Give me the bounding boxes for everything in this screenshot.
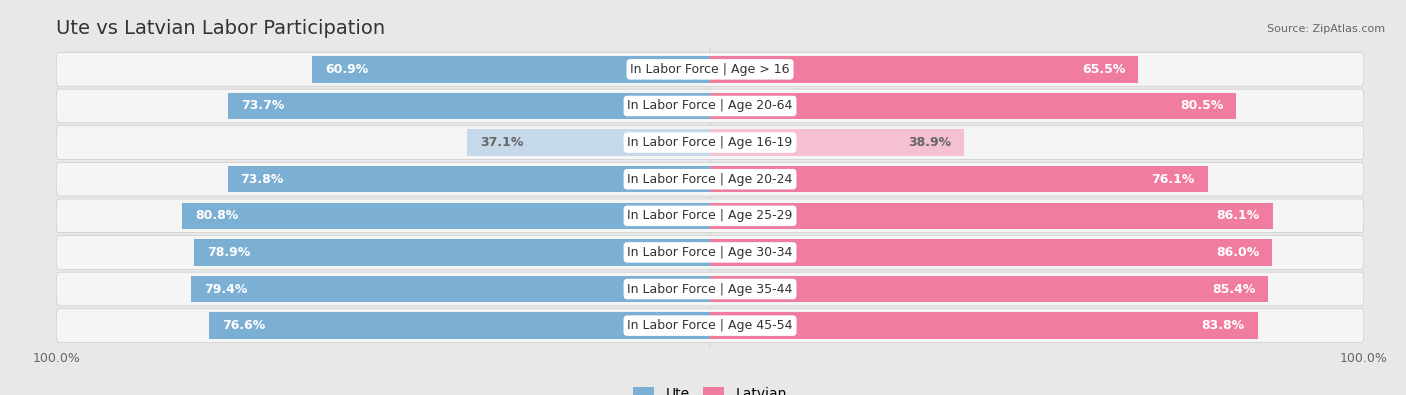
FancyBboxPatch shape	[56, 126, 1364, 160]
Text: 80.8%: 80.8%	[195, 209, 238, 222]
FancyBboxPatch shape	[56, 162, 1364, 196]
Text: In Labor Force | Age 30-34: In Labor Force | Age 30-34	[627, 246, 793, 259]
Bar	[710, 56, 1139, 83]
Bar	[312, 56, 710, 83]
FancyBboxPatch shape	[56, 272, 1364, 306]
FancyBboxPatch shape	[56, 199, 1364, 233]
Text: Source: ZipAtlas.com: Source: ZipAtlas.com	[1267, 24, 1385, 34]
Text: In Labor Force | Age 35-44: In Labor Force | Age 35-44	[627, 282, 793, 295]
Text: 65.5%: 65.5%	[1081, 63, 1125, 76]
Text: 73.7%: 73.7%	[242, 100, 284, 113]
Bar	[181, 203, 710, 229]
Text: 80.5%: 80.5%	[1180, 100, 1223, 113]
FancyBboxPatch shape	[56, 89, 1364, 123]
Text: In Labor Force | Age 20-24: In Labor Force | Age 20-24	[627, 173, 793, 186]
Text: 76.1%: 76.1%	[1152, 173, 1195, 186]
Text: 86.0%: 86.0%	[1216, 246, 1260, 259]
Text: 83.8%: 83.8%	[1202, 319, 1244, 332]
Bar	[191, 276, 710, 302]
Bar	[194, 239, 710, 265]
Bar	[209, 312, 710, 339]
Legend: Ute, Latvian: Ute, Latvian	[628, 382, 792, 395]
Bar	[710, 239, 1272, 265]
Text: 76.6%: 76.6%	[222, 319, 266, 332]
FancyBboxPatch shape	[56, 235, 1364, 269]
Bar	[710, 166, 1208, 192]
Text: Ute vs Latvian Labor Participation: Ute vs Latvian Labor Participation	[56, 19, 385, 38]
Text: In Labor Force | Age 16-19: In Labor Force | Age 16-19	[627, 136, 793, 149]
Text: 78.9%: 78.9%	[207, 246, 250, 259]
Text: In Labor Force | Age > 16: In Labor Force | Age > 16	[630, 63, 790, 76]
FancyBboxPatch shape	[56, 309, 1364, 342]
Text: In Labor Force | Age 20-64: In Labor Force | Age 20-64	[627, 100, 793, 113]
Bar	[710, 130, 965, 156]
Bar	[467, 130, 710, 156]
Bar	[710, 203, 1272, 229]
Text: 86.1%: 86.1%	[1216, 209, 1260, 222]
Bar	[710, 93, 1236, 119]
Text: 60.9%: 60.9%	[325, 63, 368, 76]
Bar	[710, 312, 1258, 339]
Text: 38.9%: 38.9%	[908, 136, 952, 149]
Text: In Labor Force | Age 25-29: In Labor Force | Age 25-29	[627, 209, 793, 222]
FancyBboxPatch shape	[56, 53, 1364, 86]
Text: 85.4%: 85.4%	[1212, 282, 1256, 295]
Text: 73.8%: 73.8%	[240, 173, 284, 186]
Bar	[228, 93, 710, 119]
Text: In Labor Force | Age 45-54: In Labor Force | Age 45-54	[627, 319, 793, 332]
Text: 37.1%: 37.1%	[481, 136, 524, 149]
Bar	[228, 166, 710, 192]
Bar	[710, 276, 1268, 302]
Text: 79.4%: 79.4%	[204, 282, 247, 295]
